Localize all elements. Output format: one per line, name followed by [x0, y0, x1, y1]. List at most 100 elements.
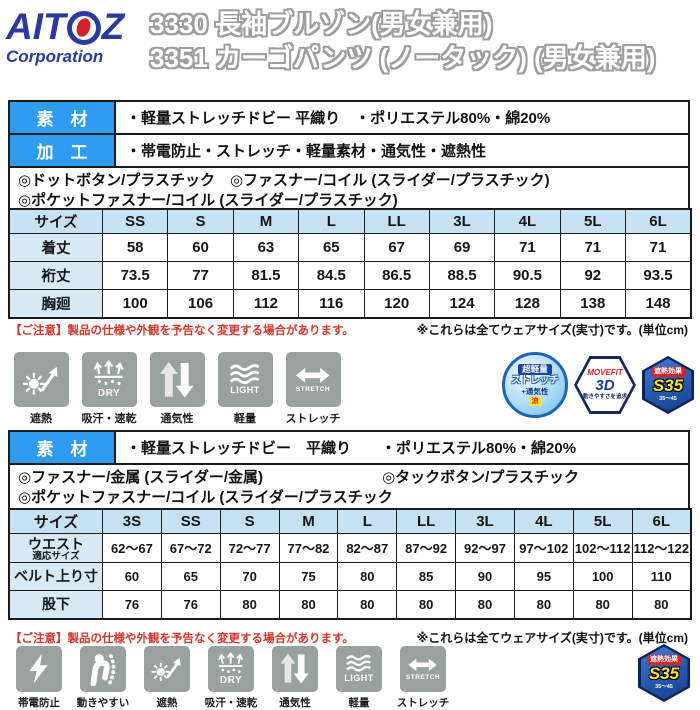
size-cell: 97〜102 — [513, 533, 574, 563]
sun-icon — [13, 352, 69, 407]
size-column-header: M — [278, 508, 339, 534]
icon-label: 軽量 — [348, 697, 370, 709]
size-column-header: 3L — [428, 208, 496, 234]
material-text: ・軽量ストレッチドビー 平織り ・ポリエステル80%・綿20% — [126, 440, 577, 457]
size-cell: 80 — [572, 589, 633, 619]
material-label: 素 材 — [10, 432, 116, 463]
caution-note: 【ご注意】製品の仕様や外観を予告なく変更する場合があります。 — [10, 325, 354, 337]
icon-inner-text: DRY — [97, 387, 121, 399]
product-title-jacket: 3330 長袖ブルゾン(男女兼用) — [150, 9, 493, 39]
s35-badge-inner: 遮熱効果 S35 35〜45 — [644, 358, 692, 412]
size-table-row: 胸廻 100 106 112 116 120 124 128 138 148 — [8, 289, 692, 319]
size-cell: 77 — [167, 261, 234, 290]
icon-inner-text: LIGHT — [230, 385, 260, 396]
detail-line-1: ◎ファスナー/金属 (スライダー/金属) ◎タックボタン/プラスチック — [18, 468, 680, 488]
icon-inner-text: LIGHT — [344, 672, 374, 683]
size-column-header: S — [167, 208, 234, 234]
size-cell: 81.5 — [232, 261, 300, 290]
size-table-jacket: サイズ SS S M L LL 3L 4L 5L 6L 着丈 58 60 63 65 67 69 71 71 71 裄丈… — [8, 208, 692, 319]
light-icon: LIGHT — [217, 352, 273, 407]
material-label: 素 材 — [10, 102, 116, 133]
product-title-pants: 3351 カーゴパンツ (ノータック) (男女兼用) — [150, 43, 656, 73]
light-icon: LIGHT — [336, 646, 382, 692]
movefit-3d-badge-inner: MOVEFIT 3D 動きやすさを追求 — [577, 359, 633, 411]
size-column-header: M — [232, 208, 300, 234]
size-cell: 87〜92 — [396, 533, 457, 563]
row-sublabel: 適応サイズ — [32, 551, 80, 562]
size-table-header-row: サイズ SS S M L LL 3L 4L 5L 6L — [8, 208, 692, 234]
size-cell: 88.5 — [428, 261, 496, 290]
spec-table-pants: 素 材 ・軽量ストレッチドビー 平織り ・ポリエステル80%・綿20% ◎ファス… — [8, 430, 690, 513]
size-table-pants: サイズ 3S SS S M L LL 3L 4L 5L 6L ウエスト 適応サイズ 62〜67 67〜72 7… — [8, 508, 692, 620]
size-cell: 90.5 — [494, 261, 561, 290]
stretch-icon: STRETCH — [285, 352, 341, 407]
feature-icon-air: 通気性 — [144, 352, 210, 426]
detail-line-1: ◎ドットボタン/プラスチック ◎ファスナー/コイル (スライダー/プラスチック) — [18, 172, 550, 189]
row-label: ウエスト 適応サイズ — [8, 533, 103, 563]
feature-icon-air: 通気性 — [264, 646, 326, 710]
feature-icon-lightning: 帯電防止 — [8, 646, 70, 710]
lightweight-stretch-badge: 超軽量 ストレッチ +通気性 涼 — [502, 352, 568, 418]
size-cell: 73.5 — [101, 261, 169, 290]
icon-inner-text: DRY — [219, 674, 243, 686]
lightning-icon — [16, 646, 62, 692]
size-table-header-row: サイズ 3S SS S M L LL 3L 4L 5L 6L — [8, 508, 692, 534]
size-cell: 84.5 — [298, 261, 365, 290]
spec-detail-jacket: ◎ドットボタン/プラスチック ◎ファスナー/コイル (スライダー/プラスチック)… — [10, 168, 688, 214]
size-cell: 100 — [572, 561, 633, 591]
size-table-row: ウエスト 適応サイズ 62〜67 67〜72 72〜77 77〜82 82〜87 87〜92 9… — [8, 533, 692, 563]
size-cell: 71 — [494, 233, 561, 262]
size-cell: 120 — [363, 289, 430, 319]
size-cell: 92〜97 — [455, 533, 515, 563]
size-cell: 85 — [396, 561, 457, 591]
size-cell: 148 — [625, 289, 692, 319]
size-column-header: S — [219, 508, 280, 534]
size-cell: 58 — [101, 233, 169, 262]
size-cell: 112 — [232, 289, 300, 319]
badge-movefit-3d: 3D — [595, 376, 615, 394]
icon-label: 通気性 — [279, 697, 311, 709]
size-table-row: 股下 76 76 80 80 80 80 80 80 80 80 — [8, 589, 692, 619]
size-cell: 116 — [298, 289, 365, 319]
badge-s35-sub: 35〜45 — [655, 683, 673, 690]
logo-o-red-oval — [73, 15, 93, 39]
s35-badge-inner: 遮熱効果 S35 35〜45 — [640, 646, 688, 700]
size-cell: 80 — [337, 589, 398, 619]
feature-icon-light: LIGHT 軽量 — [328, 646, 390, 710]
material-row: 素 材 ・軽量ストレッチドビー 平織り ・ポリエステル80%・綿20% — [10, 102, 688, 135]
feature-icons-jacket: 遮熱 DRY 吸汗・速乾 通気性 LIGHT 軽量 STRETCH ストレッチ — [8, 352, 346, 426]
icon-label: 帯電防止 — [18, 697, 60, 709]
badge-movefit-brand: MOVEFIT — [587, 368, 623, 378]
badge-s35-main: S35 — [648, 663, 680, 683]
size-column-header: 5L — [572, 508, 633, 534]
logo-text-right: Z — [101, 6, 125, 47]
badge-s35-sub: 35〜45 — [659, 395, 677, 402]
badge-lightweight-top: 超軽量 — [518, 364, 552, 376]
feature-icon-dry: DRY 吸汗・速乾 — [200, 646, 262, 710]
stretch-icon: STRETCH — [400, 646, 446, 692]
size-cell: 80 — [455, 589, 515, 619]
row-label: 股下 — [8, 589, 103, 619]
air-icon — [149, 352, 205, 407]
size-cell: 67〜72 — [160, 533, 221, 563]
process-label: 加 工 — [10, 135, 116, 166]
size-cell: 95 — [513, 561, 574, 591]
process-row: 加 工 ・帯電防止・ストレッチ・軽量素材・通気性・遮熱性 — [10, 135, 688, 168]
dry-icon: DRY — [208, 646, 254, 692]
icon-label: ストレッチ — [285, 413, 341, 425]
detail-left: ◎ファスナー/金属 (スライダー/金属) — [18, 469, 263, 486]
spec-table-jacket: 素 材 ・軽量ストレッチドビー 平織り ・ポリエステル80%・綿20% 加 工 … — [8, 100, 690, 216]
size-cell: 80 — [278, 589, 339, 619]
size-cell: 72〜77 — [219, 533, 280, 563]
size-column-header: 3S — [102, 508, 162, 534]
size-table-row: ベルト上り寸 60 65 70 75 80 85 90 95 100 110 — [8, 561, 692, 591]
size-cell: 76 — [160, 589, 221, 619]
icon-label: 動きやすい — [76, 697, 130, 709]
size-cell: 62〜67 — [102, 533, 162, 563]
size-column-header: L — [298, 208, 365, 234]
s35-heat-shield-badge: 遮熱効果 S35 35〜45 — [642, 356, 694, 414]
logo-text-left: AIT — [6, 6, 66, 47]
size-unit-note: ※これらは全てウェアサイズ(実寸)です。(単位cm) — [416, 323, 688, 337]
size-cell: 110 — [631, 561, 692, 591]
icon-label: 通気性 — [160, 413, 194, 425]
